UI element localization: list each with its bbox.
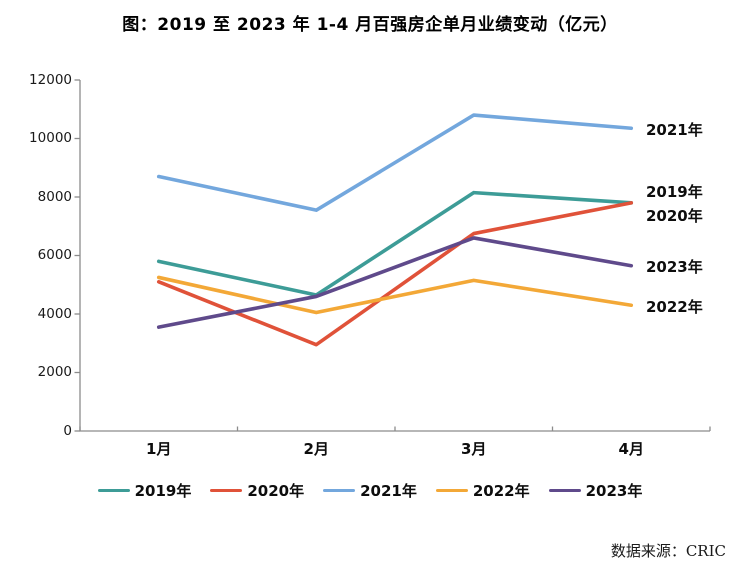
y-axis-tick-label: 10000 xyxy=(29,130,72,146)
y-axis-tick-label: 0 xyxy=(63,422,72,439)
x-axis-tick-label: 4月 xyxy=(618,440,644,458)
chart-title: 图：2019 至 2023 年 1-4 月百强房企单月业绩变动（亿元） xyxy=(122,15,618,35)
x-axis-tick-label: 3月 xyxy=(461,440,487,458)
legend-swatch-icon xyxy=(97,488,130,493)
legend-label: 2023年 xyxy=(585,482,643,500)
legend-item-2023年: 2023年 xyxy=(548,480,643,501)
legend-label: 2021年 xyxy=(360,482,417,500)
series-line-2023年 xyxy=(156,236,634,329)
legend-label: 2022年 xyxy=(472,482,530,500)
line-end-label-2019年: 2019年 xyxy=(646,183,703,202)
legend-swatch-icon xyxy=(323,488,356,493)
line-end-label-2023年: 2023年 xyxy=(646,258,703,277)
x-axis-tick-label: 2月 xyxy=(303,440,329,458)
series-line-2021年 xyxy=(156,113,634,212)
legend-item-2022年: 2022年 xyxy=(435,480,530,501)
legend-swatch-icon xyxy=(435,488,468,493)
legend-item-2019年: 2019年 xyxy=(97,480,192,501)
y-axis-tick-label: 12000 xyxy=(29,71,72,88)
legend: 2019年 2020年 2021年 2022年 2023年 xyxy=(0,480,740,501)
line-end-label-2021年: 2021年 xyxy=(646,120,703,139)
y-axis-tick-label: 4000 xyxy=(37,305,72,322)
series-line-2020年 xyxy=(156,201,634,347)
legend-item-2021年: 2021年 xyxy=(323,480,417,501)
line-end-label-2022年: 2022年 xyxy=(646,297,703,316)
y-axis-tick-label: 6000 xyxy=(37,247,72,263)
legend-label: 2019年 xyxy=(134,482,192,500)
y-axis-tick-label: 8000 xyxy=(37,188,72,205)
line-end-label-2020年: 2020年 xyxy=(646,207,703,226)
y-axis-tick-label: 2000 xyxy=(37,364,72,380)
legend-item-2020年: 2020年 xyxy=(210,480,304,501)
x-axis-tick-label: 1月 xyxy=(146,440,172,458)
legend-swatch-icon xyxy=(548,488,581,493)
series-line-2022年 xyxy=(156,275,634,315)
legend-swatch-icon xyxy=(210,488,243,493)
legend-label: 2020年 xyxy=(247,482,305,500)
source-note: 数据来源：CRIC xyxy=(610,542,726,560)
series-line-2019年 xyxy=(156,190,634,297)
axis-lines xyxy=(79,80,710,432)
